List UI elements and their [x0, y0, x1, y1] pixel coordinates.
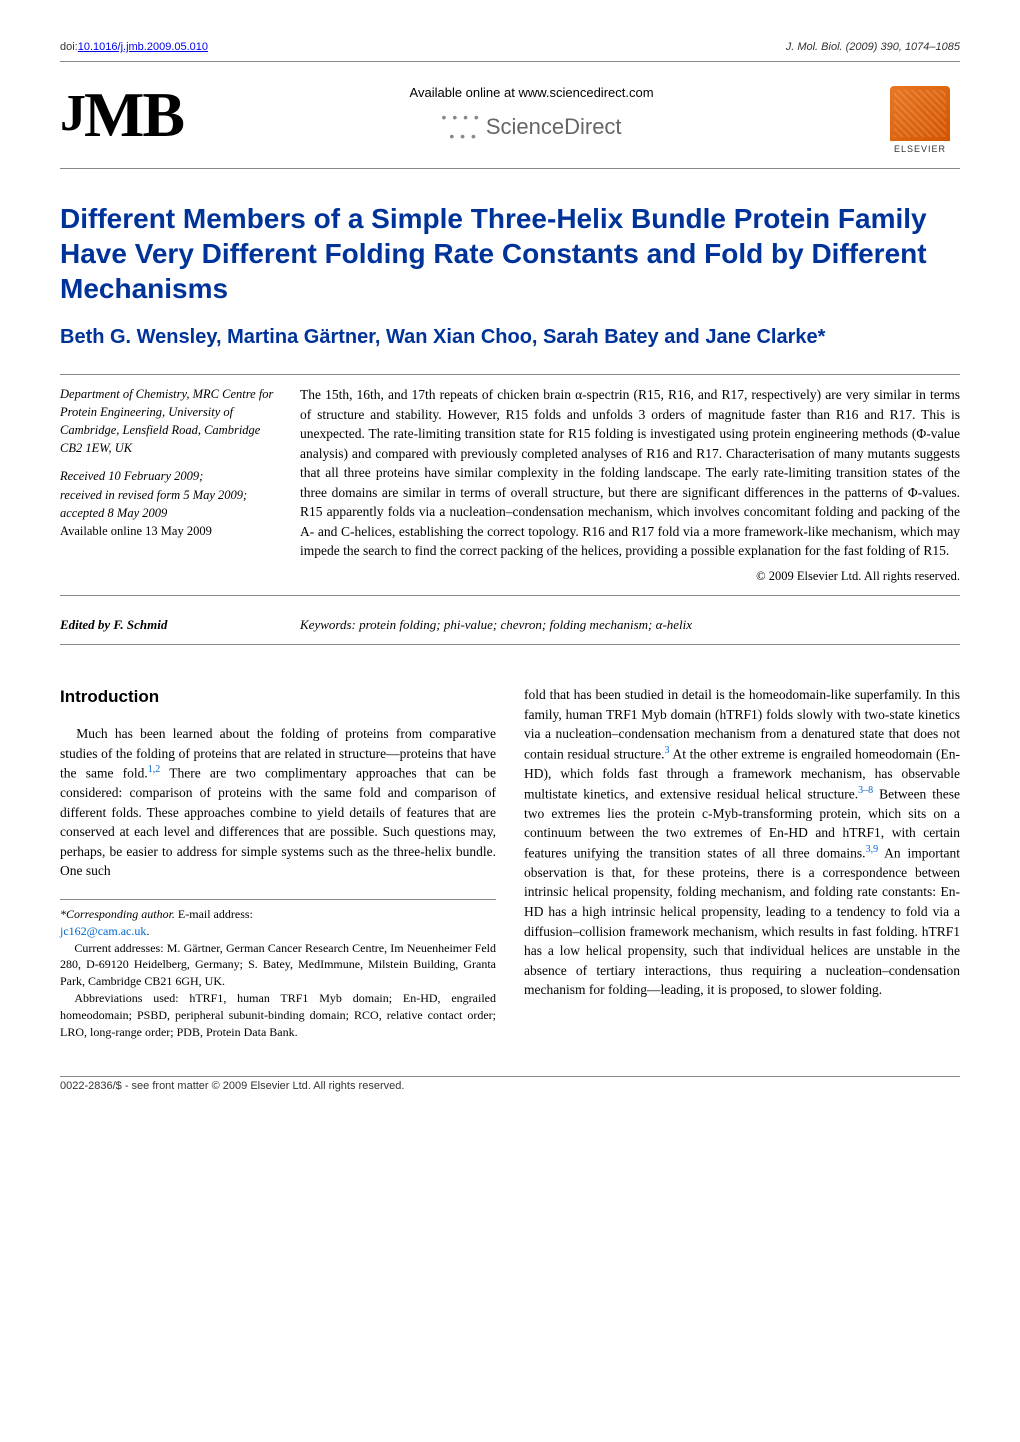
footnote-corresponding-label: *Corresponding author.: [60, 907, 175, 921]
elsevier-text: ELSEVIER: [894, 143, 946, 156]
footnote-addresses: Current addresses: M. Gärtner, German Ca…: [60, 940, 496, 990]
elsevier-logo: ELSEVIER: [880, 75, 960, 155]
sciencedirect-dots-icon: • • • • • • •: [442, 108, 480, 147]
page-footer: 0022-2836/$ - see front matter © 2009 El…: [60, 1076, 960, 1094]
doi-block: doi:10.1016/j.jmb.2009.05.010: [60, 40, 208, 55]
abstract-copyright: © 2009 Elsevier Ltd. All rights reserved…: [300, 567, 960, 585]
date-revised: received in revised form 5 May 2009;: [60, 488, 247, 502]
meta-left: Department of Chemistry, MRC Centre for …: [60, 385, 280, 585]
editor-row: Edited by F. Schmid Keywords: protein fo…: [60, 610, 960, 645]
footer-copyright: 0022-2836/$ - see front matter © 2009 El…: [60, 1079, 404, 1094]
affiliation: Department of Chemistry, MRC Centre for …: [60, 385, 280, 458]
footnotes: *Corresponding author. E-mail address: j…: [60, 899, 496, 1040]
article-authors: Beth G. Wensley, Martina Gärtner, Wan Xi…: [60, 324, 960, 350]
footnote-abbreviations: Abbreviations used: hTRF1, human TRF1 My…: [60, 990, 496, 1040]
jmb-logo-j: J: [60, 85, 84, 142]
doi-prefix: doi:: [60, 41, 78, 53]
body-columns: Introduction Much has been learned about…: [60, 685, 960, 1040]
header-center: Available online at www.sciencedirect.co…: [183, 84, 880, 147]
jmb-logo-mb: MB: [84, 79, 183, 150]
footnote-email-link[interactable]: jc162@cam.ac.uk: [60, 924, 146, 938]
intro-paragraph-1: Much has been learned about the folding …: [60, 724, 496, 881]
footnote-dot: .: [146, 924, 149, 938]
available-online-text: Available online at www.sciencedirect.co…: [183, 84, 880, 102]
top-meta-row: doi:10.1016/j.jmb.2009.05.010 J. Mol. Bi…: [60, 40, 960, 55]
col2-d: An important observation is that, for th…: [524, 845, 960, 997]
footnote-corresponding-text: E-mail address:: [175, 907, 253, 921]
meta-row: Department of Chemistry, MRC Centre for …: [60, 374, 960, 596]
intro-p1b: There are two complimentary approaches t…: [60, 766, 496, 879]
col2-paragraph: fold that has been studied in detail is …: [524, 685, 960, 1000]
elsevier-tree-icon: [890, 86, 950, 141]
sciencedirect-logo: • • • • • • • ScienceDirect: [442, 108, 622, 147]
sciencedirect-text: ScienceDirect: [486, 112, 622, 143]
citation-sup-1[interactable]: 1,2: [148, 764, 161, 775]
date-online: Available online 13 May 2009: [60, 524, 212, 538]
journal-ref: J. Mol. Biol. (2009) 390, 1074–1085: [786, 40, 960, 55]
article-title: Different Members of a Simple Three-Heli…: [60, 201, 960, 306]
editor: Edited by F. Schmid: [60, 616, 280, 634]
article-dates: Received 10 February 2009; received in r…: [60, 467, 280, 540]
abstract: The 15th, 16th, and 17th repeats of chic…: [300, 385, 960, 585]
introduction-heading: Introduction: [60, 685, 496, 710]
citation-sup-4[interactable]: 3,9: [866, 844, 879, 855]
citation-sup-3[interactable]: 3–8: [858, 785, 873, 796]
abstract-text: The 15th, 16th, and 17th repeats of chic…: [300, 387, 960, 559]
doi-link[interactable]: 10.1016/j.jmb.2009.05.010: [78, 41, 208, 53]
keywords: Keywords: protein folding; phi-value; ch…: [300, 616, 960, 634]
jmb-logo: JMB: [60, 70, 183, 160]
date-accepted: accepted 8 May 2009: [60, 506, 167, 520]
header-bar: JMB Available online at www.sciencedirec…: [60, 61, 960, 169]
footnote-corresponding: *Corresponding author. E-mail address: j…: [60, 906, 496, 940]
date-received: Received 10 February 2009;: [60, 469, 203, 483]
